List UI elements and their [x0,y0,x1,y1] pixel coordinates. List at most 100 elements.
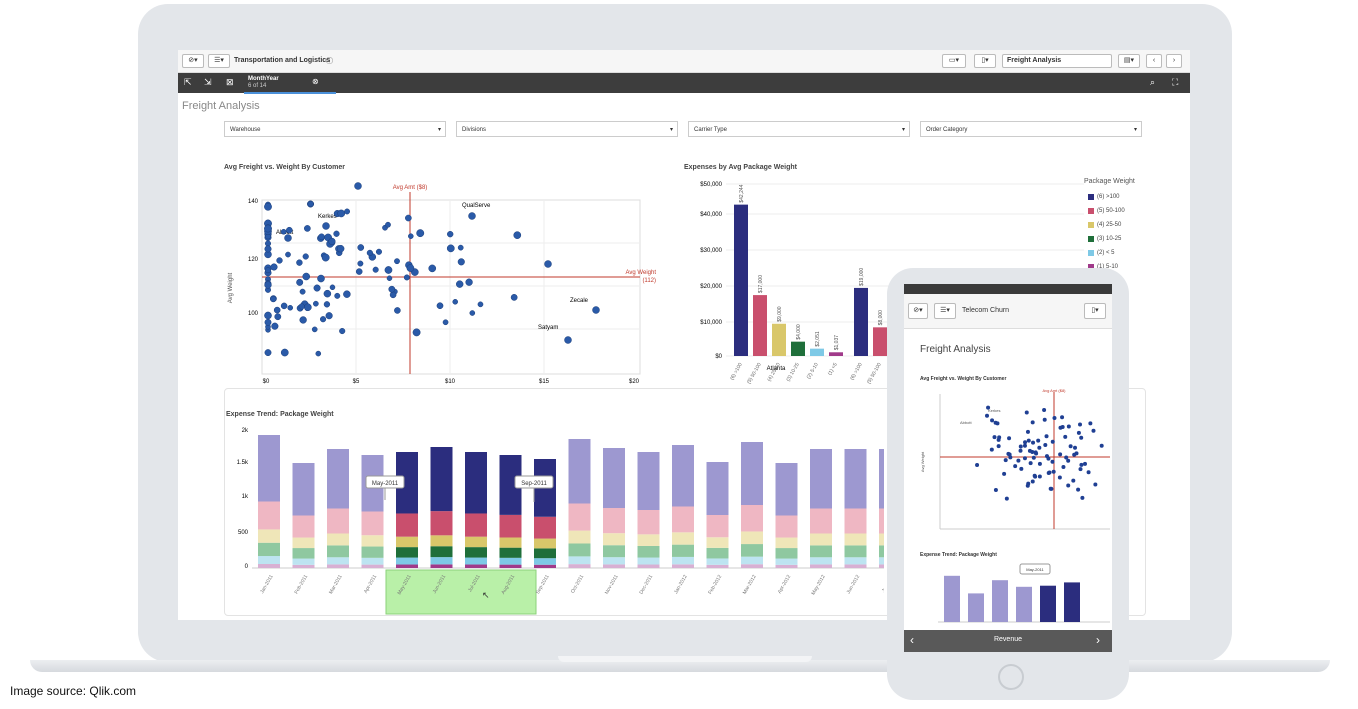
trend-bar-segment[interactable] [430,546,453,558]
trend-bar-segment[interactable] [258,529,280,543]
scatter-point[interactable] [265,267,271,274]
scatter-point[interactable] [264,281,272,289]
scatter-point[interactable] [394,258,400,265]
scatter-point[interactable] [394,307,401,314]
trend-bar-segment[interactable] [327,557,349,565]
scatter-point[interactable] [1044,434,1049,439]
scatter-point[interactable] [285,251,291,258]
trend-bar-segment[interactable] [603,448,625,508]
scatter-point[interactable] [1086,470,1091,475]
scatter-point[interactable] [412,328,421,337]
scatter-point[interactable] [264,202,272,211]
trend-bar-segment[interactable] [361,511,384,536]
scatter-point[interactable] [1073,445,1078,450]
trend-bar-segment[interactable] [844,449,867,509]
filter-divisions[interactable]: Divisions ▾ [456,121,678,137]
scatter-point[interactable] [1050,439,1055,444]
scatter-point[interactable] [428,264,437,273]
scatter-point[interactable] [385,221,391,228]
bar[interactable] [829,352,843,356]
navigation-icon[interactable]: ⊘▾ [182,54,204,68]
filter-carrier-type[interactable]: Carrier Type ▾ [688,121,910,137]
trend-bar-segment[interactable] [810,508,832,534]
scatter-point[interactable] [436,302,444,310]
trend-bar-segment[interactable] [879,508,884,534]
scatter-point[interactable] [1025,483,1030,488]
trend-bar-segment[interactable] [672,532,694,545]
trend-bar-segment[interactable] [534,558,556,565]
scatter-point[interactable] [1042,417,1047,422]
navigation-icon[interactable]: ⊘▾ [908,303,928,319]
scatter-point[interactable] [299,288,306,295]
scatter-point[interactable] [313,284,321,292]
scatter-point[interactable] [284,234,292,242]
scatter-point[interactable] [333,230,340,237]
scatter-point[interactable] [1022,443,1027,448]
scatter-point[interactable] [1076,487,1081,492]
trend-bar-segment[interactable] [361,557,384,565]
scatter-point[interactable] [1057,475,1062,480]
scatter-point[interactable] [1042,408,1047,413]
scatter-point[interactable] [280,228,287,235]
filter-warehouse[interactable]: Warehouse ▾ [224,121,446,137]
scatter-point[interactable] [446,244,455,253]
trend-bar-segment[interactable] [327,449,349,509]
trend-bar-segment[interactable] [706,547,729,559]
trend-bar-segment[interactable] [672,445,694,507]
trend-bar-segment[interactable] [534,548,556,559]
scatter-point[interactable] [1037,474,1042,479]
scatter-point[interactable] [1023,440,1028,445]
trend-bar-segment[interactable] [706,515,729,538]
scatter-point[interactable] [304,303,312,312]
scatter-point[interactable] [264,349,272,357]
trend-bar-segment[interactable] [706,462,729,515]
scatter-point[interactable] [280,348,289,357]
trend-bar-segment[interactable] [396,557,418,565]
scatter-point[interactable] [264,245,272,253]
scatter-point[interactable] [1033,474,1038,479]
scatter-point[interactable] [1024,410,1029,415]
trend-bar-segment[interactable] [258,435,280,502]
legend-item[interactable]: (4) 25-50 [1088,218,1125,232]
trend-bar-segment[interactable] [465,547,487,558]
scatter-point[interactable] [985,413,990,418]
scatter-point[interactable] [1058,452,1063,457]
scatter-point[interactable] [329,284,336,291]
trend-bar-segment[interactable] [603,557,625,565]
step-forward-icon[interactable]: ⇲ [204,77,212,87]
bar[interactable] [772,323,786,356]
scatter-point[interactable] [299,316,307,324]
trend-bar-segment[interactable] [810,564,832,568]
scatter-point[interactable] [1072,452,1077,457]
scatter-point[interactable] [1037,445,1042,450]
trend-bar-segment[interactable] [499,455,522,515]
scatter-point[interactable] [357,260,364,267]
trend-bar-segment[interactable] [430,511,453,536]
scatter-point[interactable] [388,285,396,293]
legend-item[interactable]: (5) 50-100 [1088,204,1125,218]
trend-bar-segment[interactable] [879,557,884,565]
scatter-point[interactable] [408,233,414,239]
scatter-point[interactable] [1003,458,1008,463]
bar[interactable] [753,295,767,356]
prev-sheet-button[interactable]: ‹ [910,633,914,647]
scatter-point[interactable] [1079,462,1084,467]
scatter-point[interactable] [1051,469,1056,474]
phone-trend-bar[interactable] [944,575,960,622]
next-sheet-button[interactable]: › [1166,54,1182,68]
prev-sheet-button[interactable]: ‹ [1146,54,1162,68]
legend-item[interactable]: (3) 10-25 [1088,232,1125,246]
scatter-point[interactable] [1016,458,1021,463]
phone-trend-chart[interactable]: May-2011 [914,560,1110,626]
scatter-point[interactable] [1046,470,1051,475]
scatter-point[interactable] [513,231,522,239]
trend-bar-segment[interactable] [810,557,832,565]
trend-bar-segment[interactable] [879,564,884,568]
scatter-point[interactable] [465,278,473,286]
scatter-point[interactable] [1030,420,1035,425]
scatter-point[interactable] [328,237,336,245]
scatter-point[interactable] [1002,471,1007,476]
scatter-point[interactable] [1030,479,1035,484]
phone-trend-bar[interactable] [992,580,1008,622]
scatter-point[interactable] [1034,451,1039,456]
